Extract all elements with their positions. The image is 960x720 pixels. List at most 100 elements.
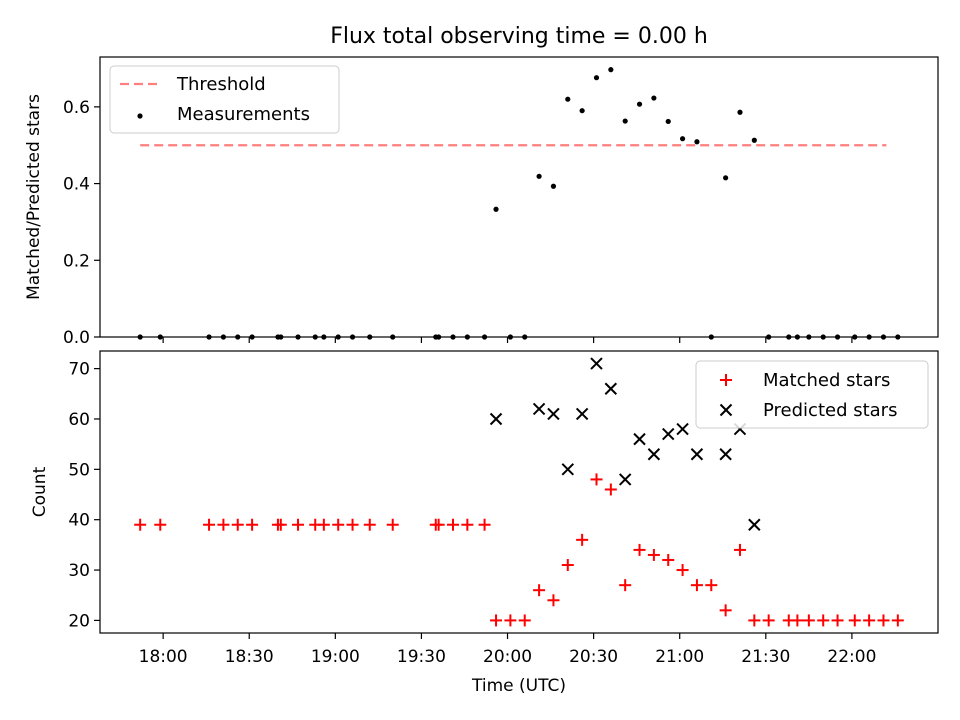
matched-star-point (217, 518, 230, 531)
measurement-point (249, 334, 255, 340)
measurement-point (321, 334, 327, 340)
matched-star-point (619, 579, 632, 592)
predicted-stars-legend-label: Predicted stars (763, 400, 897, 421)
count-legend: Matched stars Predicted stars (695, 360, 929, 429)
x-tick-label: 21:00 (655, 647, 704, 667)
count-y-tick-label: 50 (68, 460, 90, 480)
predicted-star-point (532, 402, 546, 416)
predicted-star-point (590, 357, 603, 370)
predicted-star-point (604, 382, 618, 395)
predicted-star-point (575, 407, 589, 421)
legend-plus-marker (720, 374, 732, 386)
threshold-legend-label: Threshold (176, 74, 266, 95)
measurement-point (852, 334, 858, 340)
matched-stars-legend-label: Matched stars (763, 370, 890, 391)
x-tick-label: 20:00 (483, 647, 532, 667)
predicted-star-point (647, 448, 661, 461)
matched-star-point (848, 614, 861, 627)
predicted-star-point (662, 427, 675, 441)
measurement-point (665, 118, 671, 125)
measurement-point (751, 137, 757, 143)
measurement-point (278, 334, 284, 340)
x-tick-label: 18:30 (225, 647, 274, 667)
measurement-point (481, 334, 488, 340)
matched-star-point (317, 518, 330, 531)
ratio-y-tick-label: 0.2 (63, 251, 90, 271)
chart-title: Flux total observing time = 0.00 h (330, 24, 708, 49)
count-y-tick-label: 20 (68, 611, 90, 631)
measurement-point (834, 334, 841, 340)
measurement-point (390, 334, 396, 340)
measurement-point (295, 334, 301, 340)
ratio-y-tick-label: 0.6 (63, 98, 90, 118)
matched-star-point (518, 614, 531, 627)
measurements-legend-label: Measurements (177, 104, 310, 125)
matched-star-point (292, 518, 305, 531)
measurement-point (806, 334, 812, 340)
matched-star-point (547, 594, 560, 607)
x-tick-label: 19:00 (311, 647, 360, 667)
matched-star-point (877, 614, 890, 627)
measurement-point (593, 75, 600, 81)
matched-star-point (432, 518, 445, 531)
matched-star-point (762, 614, 775, 627)
predicted-star-point (690, 448, 704, 461)
matched-star-point (802, 614, 815, 627)
measurement-point (550, 183, 557, 189)
matched-star-point (791, 614, 804, 627)
count-legend-box (695, 360, 929, 429)
measurement-point (157, 334, 163, 340)
measurement-point (367, 334, 373, 340)
count-plot-frame (99, 350, 939, 634)
measurement-point (895, 334, 901, 340)
matched-star-point (490, 614, 503, 627)
matched-star-point (461, 518, 474, 531)
measurement-point (622, 118, 628, 124)
matched-star-point (231, 518, 244, 531)
measurement-point (436, 334, 442, 340)
matched-star-point (817, 614, 830, 627)
measurement-point (651, 95, 657, 101)
matched-star-point (246, 518, 259, 531)
measurement-points (137, 67, 901, 340)
x-tick-label: 21:30 (741, 647, 790, 667)
matched-star-point (332, 518, 345, 531)
matched-star-point (662, 553, 675, 566)
count-y-tick-label: 70 (68, 360, 90, 380)
matched-star-point (863, 614, 876, 627)
x-tick-label: 20:30 (569, 647, 618, 667)
measurement-point (820, 334, 826, 340)
matched-star-point (561, 559, 574, 572)
measurement-point (723, 175, 729, 181)
matched-star-point (633, 543, 646, 556)
predicted-star-point (748, 518, 761, 531)
matched-stars-points (134, 473, 904, 627)
x-tick-label: 18:00 (139, 647, 188, 667)
matched-star-point (533, 584, 546, 597)
matched-star-point (478, 518, 491, 531)
count-y-tick-label: 40 (68, 511, 90, 531)
measurement-point (493, 206, 499, 212)
matched-star-point (705, 579, 718, 592)
measurement-point (536, 173, 542, 179)
measurement-point (579, 108, 585, 114)
matched-star-point (748, 614, 761, 627)
matched-star-point (719, 604, 732, 617)
matched-star-point (831, 614, 844, 627)
matched-star-point (363, 518, 376, 531)
measurement-point (679, 136, 686, 142)
matched-stars-legend-swatch (720, 374, 732, 386)
count-y-axis-label: Count (30, 466, 50, 517)
ratio-legend: Threshold Measurements (109, 65, 340, 134)
matched-star-point (647, 548, 660, 561)
measurement-point (335, 334, 341, 340)
matched-star-point (386, 518, 399, 531)
measurement-point (507, 334, 513, 340)
matched-star-point (274, 518, 287, 531)
matched-star-point (891, 614, 904, 627)
predicted-star-point (633, 432, 646, 446)
predicted-stars-legend-swatch (719, 403, 733, 417)
measurement-point (636, 101, 643, 107)
